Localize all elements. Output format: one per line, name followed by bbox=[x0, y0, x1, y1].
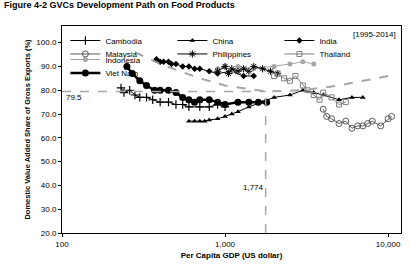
svg-text:100: 100 bbox=[55, 240, 69, 249]
svg-text:Malaysia: Malaysia bbox=[105, 50, 137, 59]
svg-text:Cambodia: Cambodia bbox=[105, 37, 142, 46]
svg-text:Per Capita GDP (US dollar): Per Capita GDP (US dollar) bbox=[181, 251, 283, 260]
svg-text:1,774: 1,774 bbox=[243, 183, 264, 192]
svg-text:80.0: 80.0 bbox=[41, 86, 57, 95]
svg-text:100.0: 100.0 bbox=[36, 38, 57, 47]
svg-text:Philippines: Philippines bbox=[212, 50, 251, 59]
svg-text:[1995-2014]: [1995-2014] bbox=[353, 30, 396, 39]
svg-text:India: India bbox=[319, 37, 337, 46]
svg-text:Figure 4-2 GVCs Development Pa: Figure 4-2 GVCs Development Path on Food… bbox=[4, 0, 235, 10]
svg-text:60.0: 60.0 bbox=[41, 134, 57, 143]
svg-text:China: China bbox=[212, 37, 233, 46]
svg-text:20.0: 20.0 bbox=[41, 229, 57, 238]
svg-text:70.0: 70.0 bbox=[41, 110, 57, 119]
svg-text:1,000: 1,000 bbox=[215, 240, 236, 249]
svg-text:Thailand: Thailand bbox=[319, 50, 350, 59]
svg-text:50.0: 50.0 bbox=[41, 157, 57, 166]
svg-text:79.5: 79.5 bbox=[66, 93, 82, 102]
svg-text:40.0: 40.0 bbox=[41, 181, 57, 190]
svg-text:10,000: 10,000 bbox=[376, 240, 401, 249]
svg-text:90.0: 90.0 bbox=[41, 62, 57, 71]
svg-text:Indonesia: Indonesia bbox=[105, 55, 141, 65]
svg-text:Viet Nam: Viet Nam bbox=[105, 69, 138, 78]
svg-text:Domestic Value Added Share of: Domestic Value Added Share of Gross Expo… bbox=[23, 39, 32, 220]
svg-text:30.0: 30.0 bbox=[41, 205, 57, 214]
